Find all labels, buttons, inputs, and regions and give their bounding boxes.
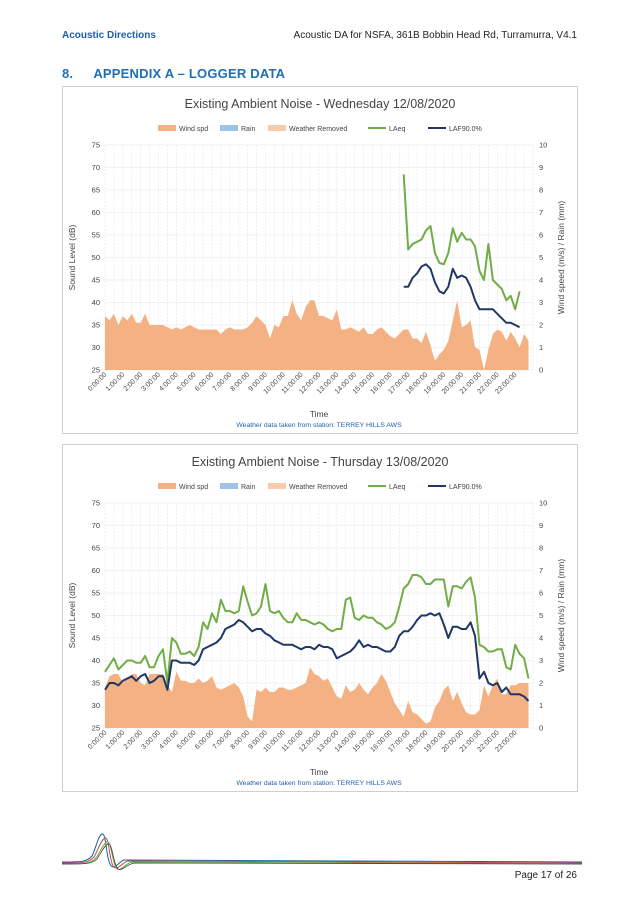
y2-tick-label: 7 — [539, 566, 543, 575]
y2-tick-label: 2 — [539, 321, 543, 330]
chart-title: Existing Ambient Noise - Wednesday 12/08… — [185, 97, 456, 111]
y2-tick-label: 9 — [539, 521, 543, 530]
y-tick-label: 75 — [92, 141, 100, 150]
x-axis-label: Time — [310, 409, 329, 419]
y2-tick-label: 2 — [539, 679, 543, 688]
section-heading: 8. APPENDIX A – LOGGER DATA — [62, 66, 285, 81]
y2-tick-label: 0 — [539, 366, 543, 375]
y-tick-label: 35 — [92, 321, 100, 330]
legend-laf90: LAF90.0% — [449, 126, 482, 133]
y-tick-label: 65 — [92, 544, 100, 553]
waveform-logo — [62, 833, 582, 871]
y2-axis-label: Wind speed (m/s) / Rain (mm) — [556, 559, 566, 673]
y2-tick-label: 10 — [539, 499, 547, 508]
legend-laeq: LAeq — [389, 484, 405, 491]
x-axis-ticks: 0:00:001:00:002:00:003:00:004:00:005:00:… — [87, 729, 519, 753]
legend-rain: Rain — [241, 126, 256, 133]
y-tick-label: 45 — [92, 634, 100, 643]
legend-wind-spd-swatch — [158, 125, 176, 131]
y-axis-label: Sound Level (dB) — [67, 224, 77, 290]
y-tick-label: 60 — [92, 208, 100, 217]
chart-thursday: Existing Ambient Noise - Thursday 13/08/… — [62, 444, 578, 792]
y-tick-label: 70 — [92, 521, 100, 530]
y-axis-ticks: 25 30 35 40 45 50 55 60 65 70 75 — [92, 499, 100, 733]
legend-laf90: LAF90.0% — [449, 484, 482, 491]
series-wind-spd-area — [105, 667, 529, 728]
y-axis-ticks: 25 30 35 40 45 50 55 60 65 70 75 — [92, 141, 100, 375]
weather-station-note: Weather data taken from station: TERREY … — [236, 780, 402, 787]
y2-tick-label: 3 — [539, 656, 543, 665]
legend-laeq: LAeq — [389, 126, 405, 133]
y-tick-label: 45 — [92, 276, 100, 285]
series-wind-spd-area — [105, 300, 529, 370]
legend-rain: Rain — [241, 484, 256, 491]
y2-axis-ticks: 0 1 2 3 4 5 6 7 8 9 10 — [539, 141, 547, 375]
chart-wednesday: Existing Ambient Noise - Wednesday 12/08… — [62, 86, 578, 434]
y2-tick-label: 6 — [539, 589, 543, 598]
y-tick-label: 55 — [92, 231, 100, 240]
y2-tick-label: 9 — [539, 163, 543, 172]
y-tick-label: 60 — [92, 566, 100, 575]
legend-wind-spd-swatch — [158, 483, 176, 489]
legend-weather-removed-swatch — [268, 483, 286, 489]
y2-tick-label: 1 — [539, 701, 543, 710]
legend-rain-swatch — [220, 125, 238, 131]
legend-weather-removed: Weather Removed — [289, 484, 347, 491]
y2-tick-label: 5 — [539, 611, 543, 620]
y2-tick-label: 10 — [539, 141, 547, 150]
header-doc-title: Acoustic DA for NSFA, 361B Bobbin Head R… — [293, 30, 577, 41]
series-laeq-line — [104, 574, 530, 684]
legend-rain-swatch — [220, 483, 238, 489]
y2-tick-label: 0 — [539, 724, 543, 733]
y2-tick-label: 3 — [539, 298, 543, 307]
y-tick-label: 40 — [92, 656, 100, 665]
y-tick-label: 50 — [92, 611, 100, 620]
y-tick-label: 30 — [92, 343, 100, 352]
y2-tick-label: 1 — [539, 343, 543, 352]
y2-axis-label: Wind speed (m/s) / Rain (mm) — [556, 201, 566, 315]
series-laeq-line — [402, 174, 521, 311]
section-number: 8. — [62, 66, 74, 81]
y-axis-label: Sound Level (dB) — [67, 582, 77, 648]
x-axis-ticks: 0:00:001:00:002:00:003:00:004:00:005:00:… — [87, 371, 519, 395]
y2-tick-label: 7 — [539, 208, 543, 217]
y-tick-label: 65 — [92, 186, 100, 195]
y-tick-label: 40 — [92, 298, 100, 307]
legend-weather-removed: Weather Removed — [289, 126, 347, 133]
chart-title: Existing Ambient Noise - Thursday 13/08/… — [192, 455, 449, 469]
y-tick-label: 55 — [92, 589, 100, 598]
y-tick-label: 75 — [92, 499, 100, 508]
y2-tick-label: 4 — [539, 634, 543, 643]
series-laf90-line — [403, 263, 521, 329]
x-axis-label: Time — [310, 767, 329, 777]
weather-station-note: Weather data taken from station: TERREY … — [236, 422, 402, 429]
legend-wind-spd: Wind spd — [179, 484, 208, 491]
y2-axis-ticks: 0 1 2 3 4 5 6 7 8 9 10 — [539, 499, 547, 733]
chart-svg: Existing Ambient Noise - Thursday 13/08/… — [67, 455, 566, 787]
y2-tick-label: 5 — [539, 253, 543, 262]
header-company: Acoustic Directions — [62, 30, 156, 41]
y-tick-label: 30 — [92, 701, 100, 710]
y-tick-label: 25 — [92, 366, 100, 375]
y-tick-label: 70 — [92, 163, 100, 172]
page-number: Page 17 of 26 — [514, 870, 577, 881]
y2-tick-label: 8 — [539, 186, 543, 195]
section-title: APPENDIX A – LOGGER DATA — [93, 66, 286, 81]
y-tick-label: 25 — [92, 724, 100, 733]
legend-wind-spd: Wind spd — [179, 126, 208, 133]
series-laf90-line — [104, 612, 530, 702]
y2-tick-label: 6 — [539, 231, 543, 240]
chart-legend: Wind spd Rain Weather Removed LAeq LAF90.0% — [158, 125, 482, 133]
chart-legend: Wind spd Rain Weather Removed LAeq LAF90.0% — [158, 483, 482, 491]
y2-tick-label: 4 — [539, 276, 543, 285]
y-tick-label: 35 — [92, 679, 100, 688]
y2-tick-label: 8 — [539, 544, 543, 553]
y-tick-label: 50 — [92, 253, 100, 262]
chart-svg: Existing Ambient Noise - Wednesday 12/08… — [67, 97, 566, 429]
legend-weather-removed-swatch — [268, 125, 286, 131]
